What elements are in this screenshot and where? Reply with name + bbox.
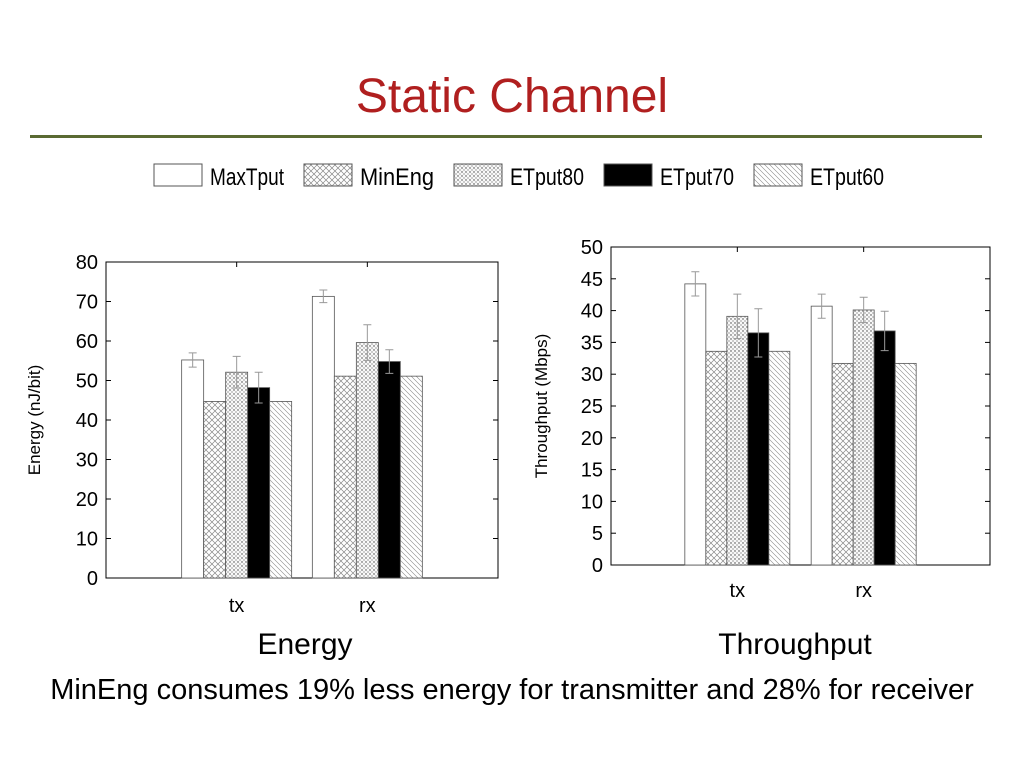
error-bar-maxtput-rx [319, 289, 328, 304]
legend-label: ETput70 [660, 164, 734, 191]
error-bar-maxtput-rx [817, 293, 826, 319]
bar-etput70-tx [747, 332, 770, 566]
y-tick-label: 20 [76, 489, 98, 511]
chart-legend: MaxTput MinEng ETput80 ETput70 ETput60 [153, 163, 884, 191]
legend-swatch [153, 163, 203, 187]
y-tick-label: 10 [581, 491, 603, 513]
legend-swatch [303, 163, 353, 187]
y-tick-label: 60 [76, 331, 98, 353]
y-tick-label: 25 [581, 396, 603, 418]
legend-item-etput60: ETput60 [753, 163, 884, 191]
bar-mineng-tx [203, 401, 227, 579]
legend-label: ETput60 [810, 164, 884, 191]
x-tick-label-tx: tx [229, 595, 245, 617]
bar-maxtput-rx [810, 305, 833, 566]
error-bar-etput70-tx [254, 371, 263, 404]
legend-item-etput80: ETput80 [453, 163, 584, 191]
error-bar-etput70-rx [880, 310, 889, 352]
bar-maxtput-rx [311, 295, 335, 579]
y-tick-label: 70 [76, 292, 98, 314]
bar-etput60-tx [269, 401, 293, 579]
bars [684, 271, 917, 566]
legend-label: MaxTput [210, 164, 284, 191]
bars [181, 289, 423, 579]
bar-mineng-rx [831, 362, 854, 566]
bar-etput70-tx [247, 387, 271, 579]
x-tick-label-tx: tx [730, 580, 746, 602]
bar-etput70-rx [873, 330, 896, 566]
energy-caption: Energy [257, 628, 353, 661]
y-tick-label: 30 [581, 364, 603, 386]
y-tick-label: 80 [76, 252, 98, 274]
bar-etput60-tx [768, 350, 791, 566]
legend-item-mineng: MinEng [303, 163, 434, 191]
y-tick-label: 50 [76, 371, 98, 393]
y-tick-label: 0 [87, 568, 98, 590]
y-axis-label: Throughput (Mbps) [532, 334, 551, 479]
error-bar-etput80-tx [232, 355, 241, 389]
error-bar-maxtput-tx [188, 352, 197, 368]
legend-label: MinEng [360, 164, 434, 191]
bar-maxtput-tx [181, 359, 205, 579]
y-tick-label: 0 [592, 555, 603, 577]
error-bar-etput80-rx [859, 296, 868, 324]
y-tick-label: 50 [581, 237, 603, 259]
y-tick-label: 10 [76, 529, 98, 551]
bar-etput80-tx [225, 371, 249, 579]
y-tick-label: 20 [581, 428, 603, 450]
axes: 0 10 20 30 40 50 60 70 80 [76, 252, 499, 590]
error-bar-etput70-tx [754, 308, 763, 358]
legend-item-etput70: ETput70 [603, 163, 734, 191]
y-tick-label: 35 [581, 332, 603, 354]
y-tick-label: 45 [581, 269, 603, 291]
legend-label: ETput80 [510, 164, 584, 191]
y-axis-label: Energy (nJ/bit) [25, 365, 44, 476]
bar-etput60-rx [399, 375, 423, 579]
energy-chart: 0 10 20 30 40 50 60 70 80 Energy (nJ/bit) tx rx [25, 252, 499, 617]
title-divider [30, 135, 982, 138]
axes: 0 5 10 15 20 25 30 35 40 45 50 [581, 237, 991, 577]
plot-frame [105, 261, 499, 579]
error-bar-etput80-rx [363, 324, 372, 361]
bar-etput80-rx [852, 309, 875, 566]
bar-etput60-rx [894, 362, 917, 566]
legend-swatch [603, 163, 653, 187]
legend-item-maxtput: MaxTput [153, 163, 284, 191]
error-bar-maxtput-tx [691, 271, 700, 297]
y-tick-label: 15 [581, 460, 603, 482]
plot-frame [610, 246, 991, 566]
legend-swatch [453, 163, 503, 187]
bar-mineng-rx [333, 375, 357, 579]
summary-text: MinEng consumes 19% less energy for tran… [50, 674, 974, 706]
bar-etput80-tx [726, 315, 749, 566]
slide-title: Static Channel [355, 70, 669, 123]
bar-mineng-tx [705, 350, 728, 566]
y-tick-label: 40 [581, 301, 603, 323]
x-tick-label-rx: rx [359, 595, 376, 617]
y-tick-label: 40 [76, 410, 98, 432]
y-tick-label: 30 [76, 450, 98, 472]
x-tick-label-rx: rx [855, 580, 872, 602]
bar-maxtput-tx [684, 283, 707, 566]
legend-swatch [753, 163, 803, 187]
bar-etput80-rx [355, 342, 379, 579]
throughput-chart: 0 5 10 15 20 25 30 35 40 45 50 Throughput (Mbps) tx r… [532, 237, 991, 602]
error-bar-etput80-tx [733, 293, 742, 340]
y-tick-label: 5 [592, 523, 603, 545]
error-bar-etput70-rx [385, 349, 394, 374]
bar-etput70-rx [377, 361, 401, 579]
throughput-caption: Throughput [718, 628, 872, 661]
